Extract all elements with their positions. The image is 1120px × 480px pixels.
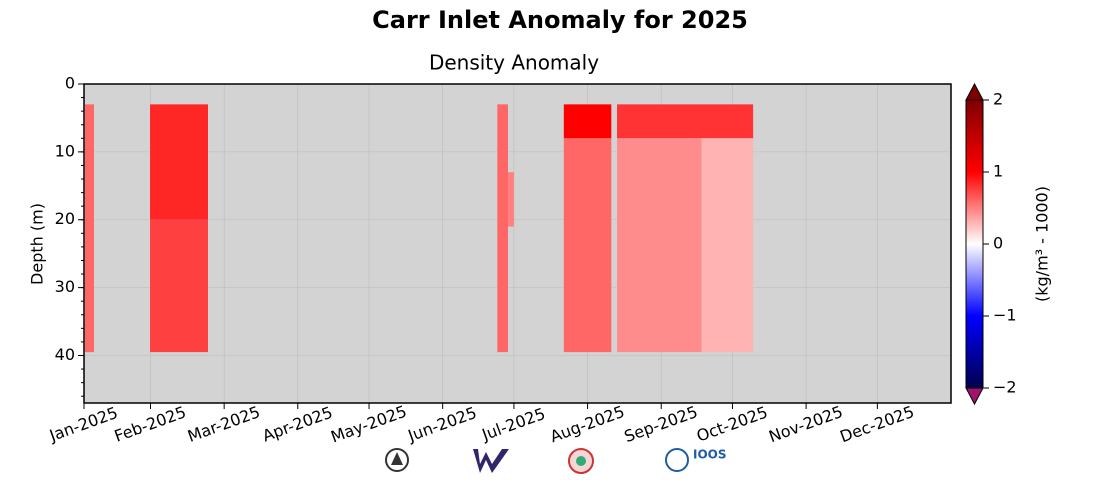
heatmap-cell [150,219,208,353]
heatmap-cell [84,104,94,353]
x-tick-label: Jan-2025 [46,403,120,446]
heatmap-cell [617,138,702,353]
logo-ioos [665,448,689,472]
colorbar-label: (kg/m³ - 1000) [1033,186,1052,302]
x-tick-label: Apr-2025 [260,403,335,446]
heatmap-cell [507,172,514,227]
heatmap-cell [563,104,612,139]
logo-1-icon [391,452,403,465]
y-tick-label: 0 [65,74,75,93]
logo-uw [473,449,509,473]
logo-ioos-text: IOOS [693,448,727,462]
logos: IOOS [385,448,727,474]
plot-background [84,84,951,403]
chart-subtitle: Density Anomaly [429,51,599,75]
x-tick-label: Jun-2025 [405,403,480,446]
heatmap-cell [150,104,208,220]
plot-frame [83,83,952,404]
heatmap-cell [617,104,754,139]
x-tick-label: Jul-2025 [478,404,547,445]
logo-3-icon [576,456,586,466]
heatmap-cell [497,104,508,353]
colorbar [966,100,983,388]
colorbar-tick-label: 0 [993,234,1003,253]
heatmap-cell [701,138,754,353]
y-tick-label: 40 [55,345,75,364]
colorbar-tick-label: 2 [993,90,1003,109]
y-axis-label: Depth (m) [28,203,47,285]
y-tick-label: 30 [55,277,75,296]
y-tick-label: 20 [55,209,75,228]
colorbar-tick-label: 1 [993,162,1003,181]
chart-title: Carr Inlet Anomaly for 2025 [372,6,748,34]
heatmap-cell [563,138,612,353]
colorbar-tick-label: −2 [993,378,1017,397]
colorbar-tick-label: −1 [993,306,1017,325]
y-tick-label: 10 [55,141,75,160]
colorbar-extend-min [965,387,984,406]
colorbar-extend-max [965,82,984,101]
